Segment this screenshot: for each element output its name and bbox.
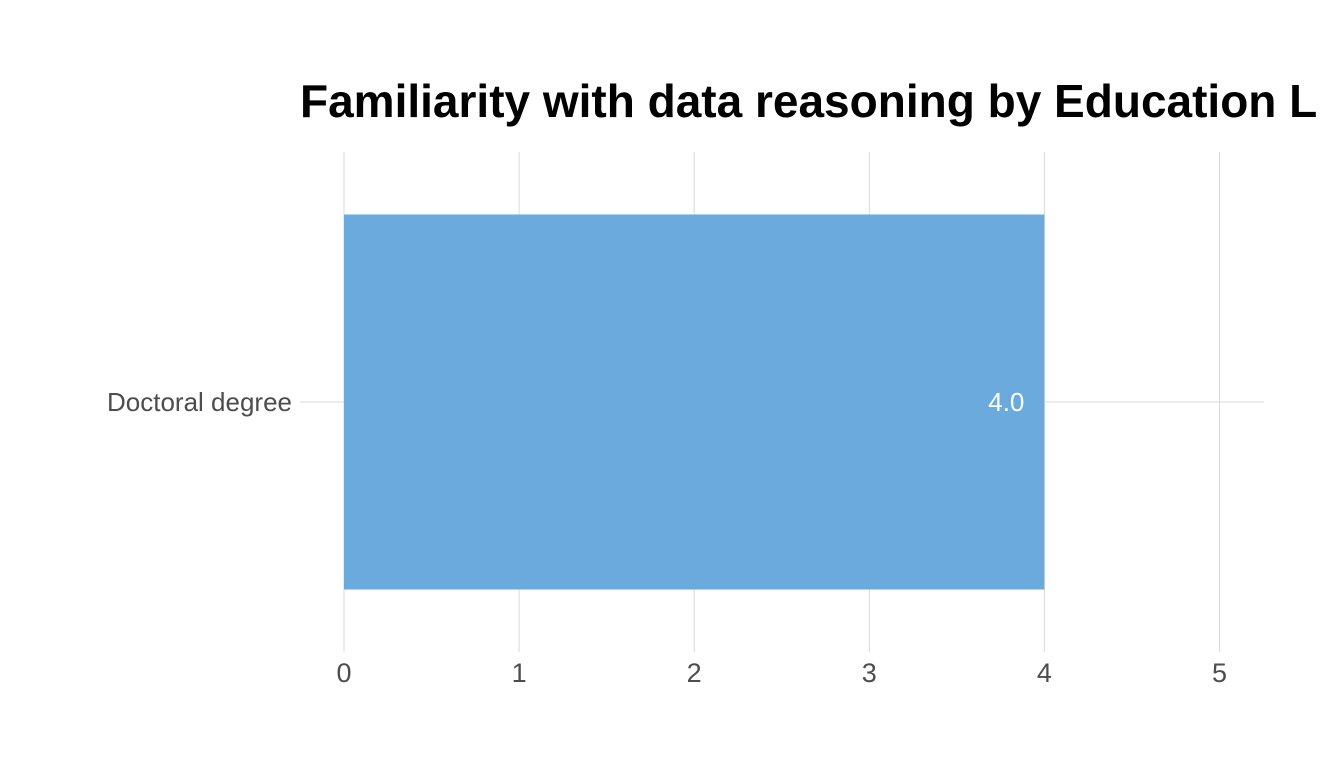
- x-tick-label-0: 0: [336, 658, 351, 688]
- x-tick-label-5: 5: [1212, 658, 1227, 688]
- x-tick-label-1: 1: [512, 658, 527, 688]
- chart-title: Familiarity with data reasoning by Educa…: [300, 75, 1317, 127]
- bar-0: [344, 214, 1045, 590]
- x-axis-ticks: 0 1 2 3 4 5: [336, 658, 1227, 688]
- x-tick-label-3: 3: [862, 658, 877, 688]
- y-axis-categories: Doctoral degree: [107, 387, 292, 417]
- x-tick-label-2: 2: [687, 658, 702, 688]
- bars: [344, 214, 1045, 590]
- data-labels: 4.0: [988, 387, 1024, 417]
- category-label-0: Doctoral degree: [107, 387, 292, 417]
- x-tick-label-4: 4: [1037, 658, 1052, 688]
- data-label-0: 4.0: [988, 387, 1024, 417]
